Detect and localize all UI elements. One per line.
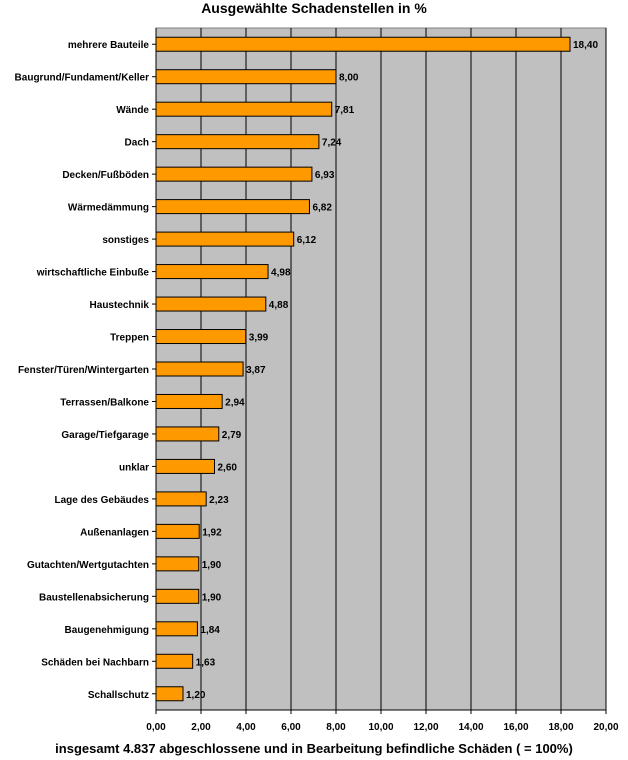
x-tick-label: 16,00 <box>503 722 528 733</box>
x-tick-label: 0,00 <box>146 722 166 733</box>
category-label: Treppen <box>110 333 149 344</box>
x-tick-label: 18,00 <box>548 722 573 733</box>
bar <box>155 458 215 474</box>
x-tick-label: 12,00 <box>413 722 438 733</box>
value-label: 1,90 <box>202 592 222 603</box>
bar <box>155 329 247 345</box>
value-label: 18,40 <box>573 40 598 51</box>
bar <box>155 199 310 215</box>
bar <box>155 621 198 637</box>
category-label: Garage/Tiefgarage <box>61 430 149 441</box>
category-label: Wärmedämmung <box>68 203 149 214</box>
value-label: 2,60 <box>218 462 238 473</box>
value-label: 1,20 <box>186 690 206 701</box>
category-label: unklar <box>119 462 149 473</box>
category-label: mehrere Bauteile <box>68 40 150 51</box>
bar <box>155 653 194 669</box>
category-label: Decken/Fußböden <box>62 170 149 181</box>
bar <box>155 264 269 280</box>
bar <box>155 523 200 539</box>
bar <box>155 231 295 247</box>
category-label: Lage des Gebäudes <box>55 495 150 506</box>
value-label: 1,92 <box>202 527 222 538</box>
x-tick-label: 14,00 <box>458 722 483 733</box>
chart-title: Ausgewählte Schadenstellen in % <box>201 0 427 16</box>
value-label: 1,84 <box>200 625 220 636</box>
bar <box>155 36 571 52</box>
value-label: 7,81 <box>335 105 355 116</box>
value-label: 2,23 <box>209 495 229 506</box>
value-label: 1,63 <box>196 657 216 668</box>
bar <box>155 361 244 377</box>
value-label: 6,12 <box>297 235 317 246</box>
category-label: Wände <box>116 105 149 116</box>
category-label: Schäden bei Nachbarn <box>41 657 149 668</box>
plot-area: 0,00 2,00 4,00 6,00 8,00 10,00 12,00 14,00 16,00… <box>15 27 619 733</box>
bar <box>155 588 200 604</box>
category-label: Haustechnik <box>90 300 150 311</box>
x-tick-label: 10,00 <box>368 722 393 733</box>
bar <box>155 296 267 312</box>
category-label: Baustellenabsicherung <box>39 592 149 603</box>
category-label: Terrassen/Balkone <box>60 397 149 408</box>
value-label: 3,87 <box>246 365 266 376</box>
value-label: 1,90 <box>202 560 222 571</box>
category-label: Gutachten/Wertgutachten <box>27 560 149 571</box>
bar <box>155 686 184 702</box>
bar <box>155 491 207 507</box>
bar <box>155 393 223 409</box>
category-label: wirtschaftliche Einbuße <box>36 268 150 279</box>
value-label: 7,24 <box>322 138 342 149</box>
category-label: Schallschutz <box>88 690 149 701</box>
value-label: 6,93 <box>315 170 335 181</box>
x-tick-label: 6,00 <box>281 722 301 733</box>
x-tick-label: 8,00 <box>326 722 346 733</box>
bar <box>155 69 337 85</box>
x-tick-label: 2,00 <box>191 722 211 733</box>
x-tick-label: 20,00 <box>593 722 618 733</box>
value-label: 3,99 <box>249 333 269 344</box>
category-label: Baugrund/Fundament/Keller <box>15 73 150 84</box>
bar <box>155 134 320 150</box>
bar <box>155 426 220 442</box>
value-label: 2,94 <box>225 397 245 408</box>
bar <box>155 556 200 572</box>
value-label: 8,00 <box>339 73 359 84</box>
category-label: Baugenehmigung <box>65 625 149 636</box>
category-label: Außenanlagen <box>80 527 149 538</box>
bar <box>155 101 333 117</box>
x-axis-label: insgesamt 4.837 abgeschlossene und in Be… <box>55 741 573 756</box>
x-tick-label: 4,00 <box>236 722 256 733</box>
value-label: 4,98 <box>271 268 291 279</box>
category-label: Dach <box>125 138 149 149</box>
category-label: sonstiges <box>102 235 149 246</box>
bar <box>155 166 313 182</box>
value-label: 4,88 <box>269 300 289 311</box>
value-label: 6,82 <box>312 203 332 214</box>
value-label: 2,79 <box>222 430 242 441</box>
category-label: Fenster/Türen/Wintergarten <box>18 365 149 376</box>
